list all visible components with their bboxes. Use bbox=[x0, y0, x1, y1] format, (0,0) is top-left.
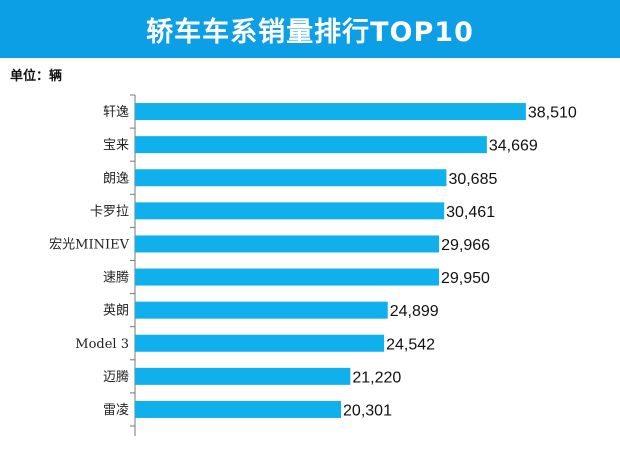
value-label: 29,950 bbox=[441, 270, 490, 287]
value-label: 29,966 bbox=[441, 237, 490, 254]
value-label: 38,510 bbox=[528, 105, 577, 122]
bar bbox=[135, 301, 388, 319]
category-label: 雷凌 bbox=[103, 403, 129, 418]
value-label: 21,220 bbox=[352, 369, 401, 386]
value-label: 30,461 bbox=[446, 204, 495, 221]
bar bbox=[135, 334, 385, 352]
bar bbox=[135, 367, 351, 385]
category-label: 朗逸 bbox=[103, 171, 129, 186]
category-label: 卡罗拉 bbox=[90, 204, 129, 219]
chart-title: 轿车车系销量排行TOP10 bbox=[146, 16, 474, 48]
unit-label: 单位：辆 bbox=[10, 69, 63, 84]
bar bbox=[135, 235, 440, 253]
category-label: 宏光MINIEV bbox=[49, 237, 129, 252]
value-label: 24,899 bbox=[390, 303, 439, 320]
value-label: 30,685 bbox=[448, 171, 497, 188]
bar bbox=[135, 103, 526, 121]
category-label: Model 3 bbox=[75, 337, 129, 352]
bar bbox=[135, 400, 342, 418]
bar bbox=[135, 202, 445, 220]
title-banner: 轿车车系销量排行TOP10 bbox=[0, 0, 620, 58]
bar bbox=[135, 169, 447, 187]
category-label: 轩逸 bbox=[103, 105, 129, 120]
category-label: 英朗 bbox=[103, 304, 129, 319]
value-label: 20,301 bbox=[343, 402, 392, 419]
value-label: 34,669 bbox=[489, 138, 538, 155]
category-label: 速腾 bbox=[103, 270, 129, 286]
category-label: 迈腾 bbox=[103, 369, 129, 385]
value-label: 24,542 bbox=[386, 336, 435, 353]
bar bbox=[135, 136, 487, 154]
category-label: 宝来 bbox=[103, 138, 129, 153]
bar bbox=[135, 268, 439, 286]
